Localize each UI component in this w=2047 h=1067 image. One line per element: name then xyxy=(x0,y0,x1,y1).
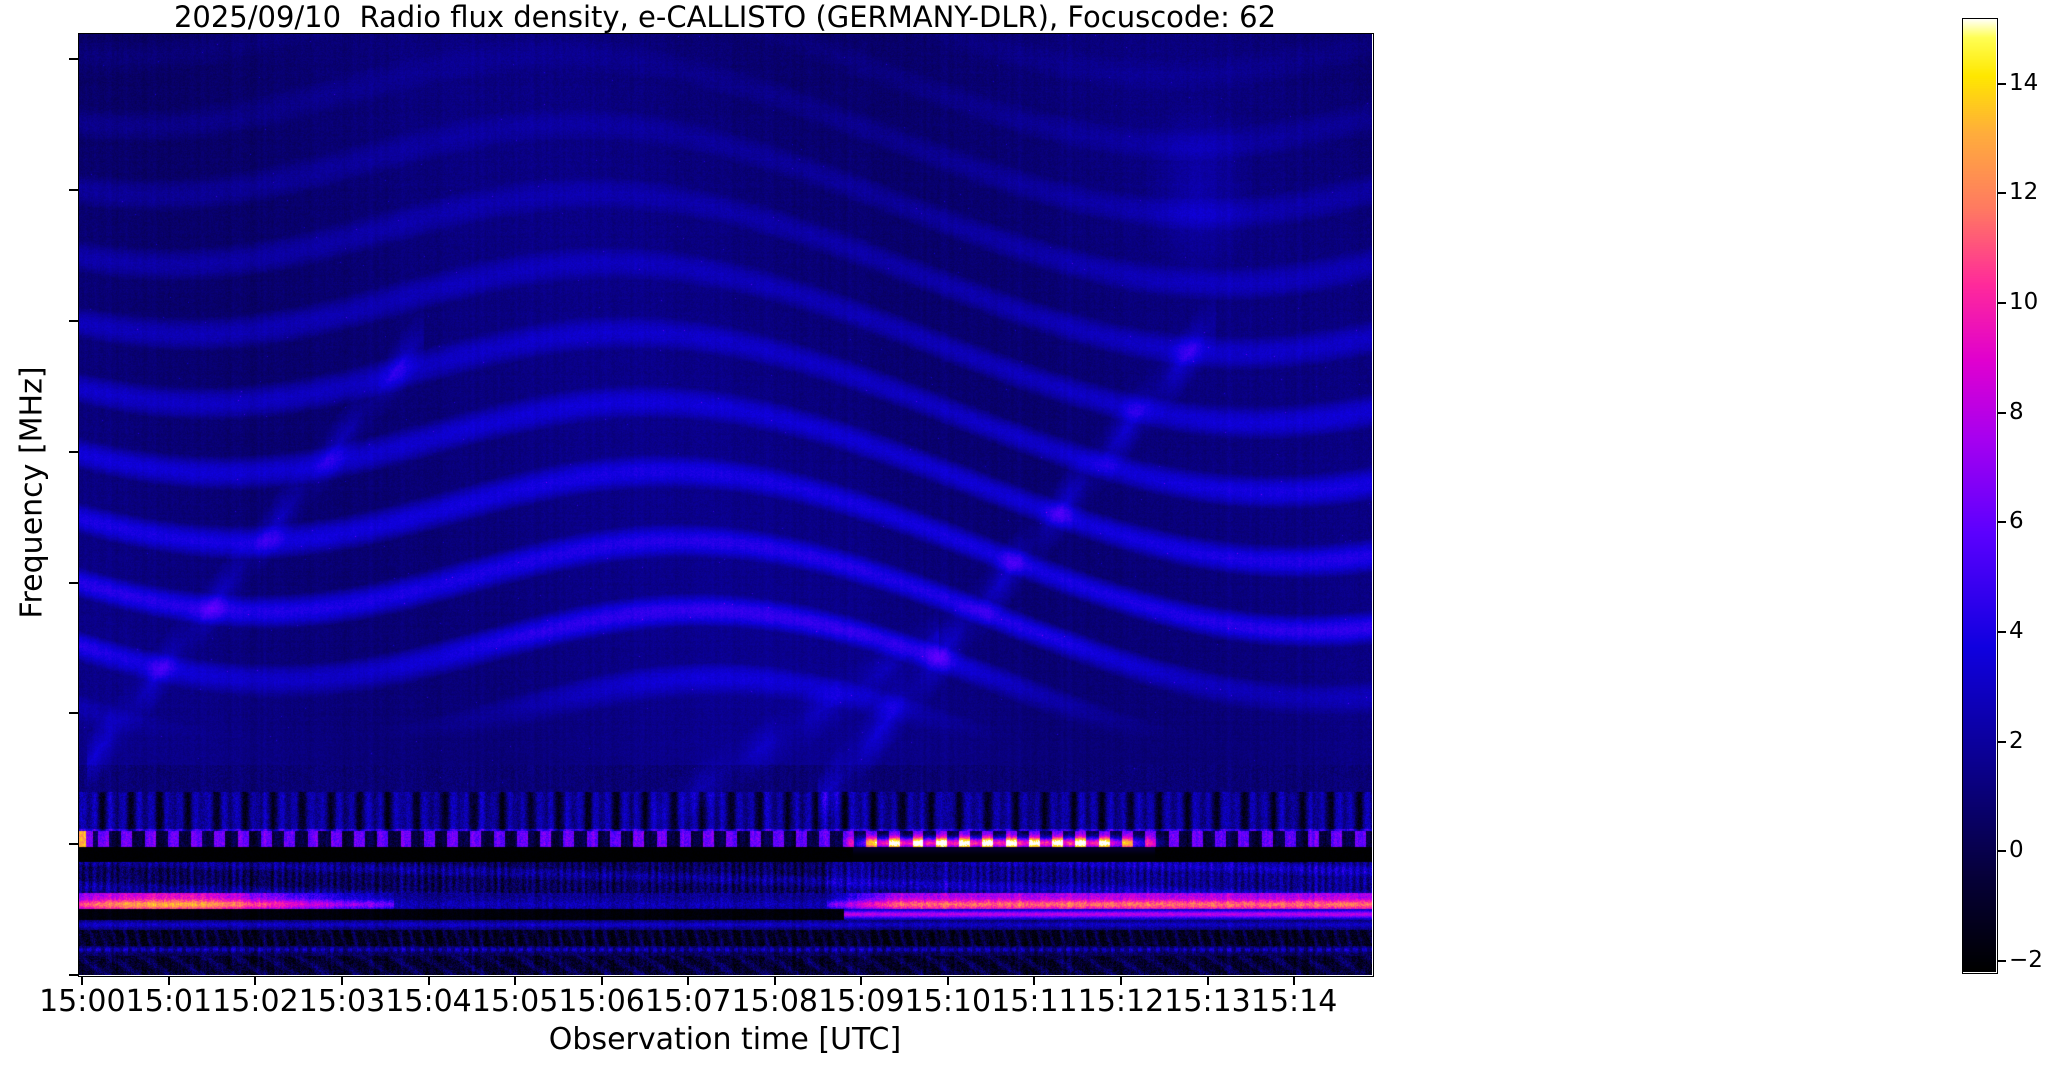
colorbar-tick-mark xyxy=(1997,521,2006,524)
colorbar-tick-label: 14 xyxy=(2009,69,2039,96)
colorbar-tick-label: 2 xyxy=(2009,727,2024,754)
x-tick-label: 15:00 xyxy=(39,984,126,1019)
colorbar-tick-label: 6 xyxy=(2009,508,2024,535)
x-tick-label: 15:13 xyxy=(1164,984,1251,1019)
y-axis-ticks: 8070605040302010 xyxy=(0,0,78,1067)
x-tick-mark xyxy=(514,976,517,985)
y-tick-mark xyxy=(69,58,78,61)
colorbar-tick-label: 8 xyxy=(2009,398,2024,425)
x-tick-mark xyxy=(687,976,690,985)
x-tick-label: 15:14 xyxy=(1250,984,1338,1019)
x-tick-label: 15:05 xyxy=(471,984,559,1019)
x-tick-mark xyxy=(1033,976,1036,985)
colorbar-tick-mark xyxy=(1997,850,2006,853)
x-tick-label: 15:12 xyxy=(1077,984,1165,1019)
colorbar-gradient xyxy=(1962,18,1996,972)
x-tick-label: 15:07 xyxy=(644,984,732,1019)
x-tick-mark xyxy=(167,976,170,985)
x-axis-label: Observation time [UTC] xyxy=(548,1022,902,1057)
x-tick-mark xyxy=(946,976,949,985)
x-tick-mark xyxy=(254,976,257,985)
y-tick-mark xyxy=(69,319,78,322)
colorbar-tick-label: 12 xyxy=(2009,179,2039,206)
colorbar-tick-mark xyxy=(1997,192,2006,195)
x-tick-label: 15:04 xyxy=(385,984,472,1019)
x-tick-mark xyxy=(427,976,430,985)
x-tick-mark xyxy=(773,976,776,985)
x-tick-mark xyxy=(1206,976,1209,985)
x-tick-label: 15:10 xyxy=(904,984,992,1019)
x-tick-label: 15:01 xyxy=(125,984,213,1019)
colorbar-tick-mark xyxy=(1997,411,2006,414)
spectrogram-heatmap xyxy=(78,33,1372,975)
colorbar-tick-mark xyxy=(1997,960,2006,963)
colorbar-tick-label: −2 xyxy=(2009,947,2043,974)
x-tick-label: 15:02 xyxy=(212,984,299,1019)
y-tick-mark xyxy=(69,974,78,976)
x-tick-mark xyxy=(1119,976,1122,985)
x-tick-mark xyxy=(81,976,84,985)
x-tick-mark xyxy=(340,976,343,985)
x-tick-label: 15:03 xyxy=(298,984,386,1019)
colorbar-tick-mark xyxy=(1997,82,2006,85)
colorbar-tick-mark xyxy=(1997,302,2006,305)
colorbar-tick-label: 10 xyxy=(2009,289,2039,316)
x-tick-label: 15:11 xyxy=(991,984,1078,1019)
page-title: 2025/09/10 Radio flux density, e-CALLIST… xyxy=(173,0,1277,34)
x-tick-mark xyxy=(1293,976,1296,985)
x-tick-label: 15:09 xyxy=(818,984,905,1019)
x-tick-mark xyxy=(600,976,603,985)
colorbar-tick-mark xyxy=(1997,740,2006,743)
y-tick-mark xyxy=(69,450,78,453)
spectrogram-plot-area xyxy=(78,33,1372,975)
y-tick-mark xyxy=(69,843,78,846)
x-tick-label: 15:06 xyxy=(558,984,645,1019)
x-tick-mark xyxy=(860,976,863,985)
colorbar xyxy=(1962,18,1996,972)
colorbar-tick-mark xyxy=(1997,631,2006,634)
x-tick-label: 15:08 xyxy=(731,984,818,1019)
y-tick-mark xyxy=(69,189,78,191)
colorbar-tick-label: 0 xyxy=(2009,837,2024,864)
y-tick-mark xyxy=(69,581,78,584)
colorbar-tick-label: 4 xyxy=(2009,618,2024,645)
y-tick-mark xyxy=(69,712,78,715)
